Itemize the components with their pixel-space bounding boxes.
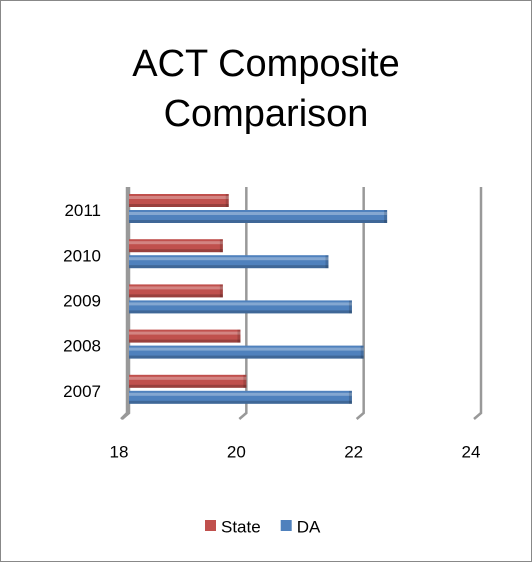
legend-swatch <box>280 520 292 531</box>
bar-shade <box>129 294 223 298</box>
x-tick-label: 24 <box>462 442 481 461</box>
bar-end <box>325 255 329 269</box>
y-axis <box>120 187 129 420</box>
bar-end <box>237 329 241 343</box>
bar-highlight <box>129 212 388 215</box>
bar-end <box>243 374 247 388</box>
bar-shade <box>129 265 329 269</box>
bar-shade <box>129 339 241 343</box>
grid-line <box>121 187 131 420</box>
bar-shade <box>129 400 352 404</box>
bar <box>129 300 352 314</box>
legend-label: State <box>221 517 261 536</box>
bar-highlight <box>129 376 247 380</box>
bar-highlight <box>129 241 223 245</box>
bar-shade <box>129 220 388 223</box>
bar <box>129 345 364 359</box>
bar-end <box>348 390 352 404</box>
grid-line <box>473 187 483 420</box>
bar-highlight <box>129 196 229 199</box>
y-tick-label: 2007 <box>63 382 101 401</box>
x-tick-label: 18 <box>110 442 129 461</box>
x-tick-label: 22 <box>344 442 363 461</box>
bar-end <box>225 194 229 207</box>
bar-highlight <box>129 257 329 261</box>
x-tick-label: 20 <box>227 442 246 461</box>
bar-end <box>360 345 364 359</box>
legend-swatch <box>205 520 216 531</box>
bar <box>129 255 329 269</box>
bar <box>129 284 223 298</box>
bar <box>129 390 352 404</box>
bar-highlight <box>129 331 241 335</box>
bar-shade <box>129 384 247 388</box>
bar <box>129 329 241 343</box>
y-tick-label: 2009 <box>63 291 101 310</box>
bar-shade <box>129 249 223 253</box>
bar <box>129 194 229 207</box>
bar-highlight <box>129 286 223 290</box>
bar <box>129 210 388 223</box>
bar-end <box>219 239 223 253</box>
bar-shade <box>129 355 364 359</box>
bar-highlight <box>129 302 352 306</box>
bar-end <box>219 284 223 298</box>
y-tick-label: 2010 <box>63 246 101 265</box>
chart-title: ACT Composite Comparison <box>132 43 400 135</box>
y-tick-label: 2011 <box>64 201 101 220</box>
y-tick-label: 2008 <box>63 337 101 356</box>
bar-highlight <box>129 392 352 396</box>
bar-highlight <box>129 347 364 351</box>
grid-line <box>355 187 365 420</box>
bar <box>129 374 247 388</box>
bar-end <box>384 210 388 223</box>
bar-end <box>348 300 352 314</box>
legend-label: DA <box>297 517 321 536</box>
bar-shade <box>129 310 352 314</box>
bar-shade <box>129 204 229 207</box>
bar <box>129 239 223 253</box>
